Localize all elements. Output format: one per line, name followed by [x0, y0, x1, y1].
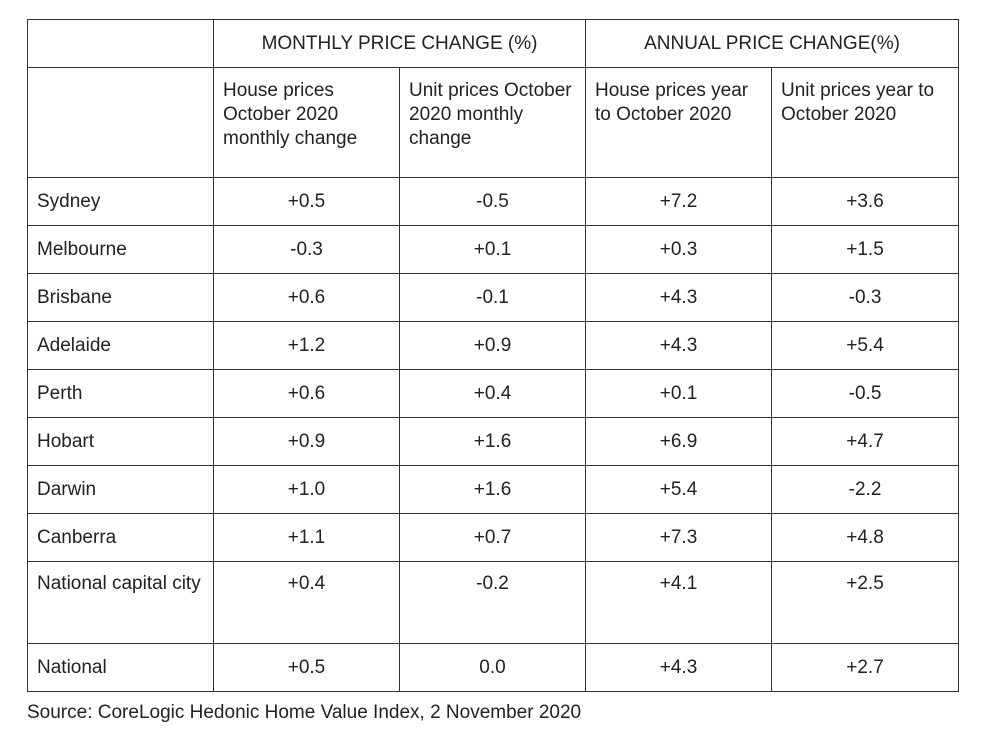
- table-row: Sydney +0.5 -0.5 +7.2 +3.6: [27, 177, 960, 226]
- house-monthly-cell: +0.5: [213, 643, 400, 692]
- table-row: National capital city +0.4 -0.2 +4.1 +2.5: [27, 561, 960, 644]
- unit-monthly-cell: -0.1: [398, 273, 587, 322]
- city-cell: Adelaide: [27, 321, 214, 370]
- house-monthly-cell: +1.2: [213, 321, 400, 370]
- house-annual-cell: +4.3: [585, 273, 773, 322]
- city-cell: National capital city: [27, 561, 214, 644]
- house-monthly-cell: +1.0: [213, 465, 400, 514]
- unit-annual-cell: +2.7: [771, 643, 960, 692]
- unit-monthly-cell: +0.1: [398, 225, 587, 274]
- table-row: Brisbane +0.6 -0.1 +4.3 -0.3: [27, 273, 960, 322]
- city-cell: Canberra: [27, 513, 214, 562]
- price-change-table: MONTHLY PRICE CHANGE (%) ANNUAL PRICE CH…: [27, 19, 960, 692]
- unit-annual-cell: -0.5: [771, 369, 960, 418]
- house-annual-cell: +0.1: [585, 369, 773, 418]
- city-cell: Brisbane: [27, 273, 214, 322]
- table-row: Hobart +0.9 +1.6 +6.9 +4.7: [27, 417, 960, 466]
- house-annual-cell: +4.1: [585, 561, 773, 644]
- city-cell: Hobart: [27, 417, 214, 466]
- sub-header-empty: [27, 67, 214, 178]
- unit-annual-cell: -0.3: [771, 273, 960, 322]
- house-monthly-cell: +0.9: [213, 417, 400, 466]
- unit-annual-cell: +2.5: [771, 561, 960, 644]
- sub-header-row: House prices October 2020 monthly change…: [27, 67, 960, 178]
- group-header-row: MONTHLY PRICE CHANGE (%) ANNUAL PRICE CH…: [27, 19, 960, 68]
- table-row: National +0.5 0.0 +4.3 +2.7: [27, 643, 960, 692]
- house-annual-cell: +7.3: [585, 513, 773, 562]
- house-annual-cell: +5.4: [585, 465, 773, 514]
- unit-annual-cell: +4.8: [771, 513, 960, 562]
- house-annual-cell: +4.3: [585, 321, 773, 370]
- unit-annual-cell: +3.6: [771, 177, 960, 226]
- house-monthly-cell: +1.1: [213, 513, 400, 562]
- table-row: Adelaide +1.2 +0.9 +4.3 +5.4: [27, 321, 960, 370]
- group-header-annual: ANNUAL PRICE CHANGE(%): [585, 19, 960, 68]
- house-monthly-cell: +0.4: [213, 561, 400, 644]
- source-note: Source: CoreLogic Hedonic Home Value Ind…: [27, 702, 582, 723]
- house-monthly-cell: +0.5: [213, 177, 400, 226]
- table-body: Sydney +0.5 -0.5 +7.2 +3.6 Melbourne -0.3 +0.1 +…: [27, 177, 960, 692]
- city-cell: National: [27, 643, 214, 692]
- group-header-empty: [27, 19, 214, 68]
- unit-annual-cell: +4.7: [771, 417, 960, 466]
- house-monthly-cell: +0.6: [213, 369, 400, 418]
- unit-monthly-cell: +1.6: [398, 465, 587, 514]
- house-annual-cell: +6.9: [585, 417, 773, 466]
- table-row: Melbourne -0.3 +0.1 +0.3 +1.5: [27, 225, 960, 274]
- unit-annual-cell: +5.4: [771, 321, 960, 370]
- city-cell: Sydney: [27, 177, 214, 226]
- sub-header-house-annual: House prices year to October 2020: [585, 67, 773, 178]
- sub-header-unit-monthly: Unit prices October 2020 monthly change: [398, 67, 587, 178]
- sub-header-house-monthly: House prices October 2020 monthly change: [213, 67, 400, 178]
- unit-monthly-cell: 0.0: [398, 643, 587, 692]
- house-annual-cell: +7.2: [585, 177, 773, 226]
- unit-monthly-cell: +0.7: [398, 513, 587, 562]
- city-cell: Melbourne: [27, 225, 214, 274]
- unit-monthly-cell: +0.9: [398, 321, 587, 370]
- group-header-monthly: MONTHLY PRICE CHANGE (%): [212, 19, 587, 68]
- unit-monthly-cell: +1.6: [398, 417, 587, 466]
- house-monthly-cell: -0.3: [213, 225, 400, 274]
- unit-monthly-cell: +0.4: [398, 369, 587, 418]
- city-cell: Perth: [27, 369, 214, 418]
- unit-annual-cell: +1.5: [771, 225, 960, 274]
- unit-annual-cell: -2.2: [771, 465, 960, 514]
- unit-monthly-cell: -0.2: [398, 561, 587, 644]
- table-row: Darwin +1.0 +1.6 +5.4 -2.2: [27, 465, 960, 514]
- house-monthly-cell: +0.6: [213, 273, 400, 322]
- house-annual-cell: +0.3: [585, 225, 773, 274]
- house-annual-cell: +4.3: [585, 643, 773, 692]
- unit-monthly-cell: -0.5: [398, 177, 587, 226]
- sub-header-unit-annual: Unit prices year to October 2020: [771, 67, 960, 178]
- table-row: Perth +0.6 +0.4 +0.1 -0.5: [27, 369, 960, 418]
- city-cell: Darwin: [27, 465, 214, 514]
- table-row: Canberra +1.1 +0.7 +7.3 +4.8: [27, 513, 960, 562]
